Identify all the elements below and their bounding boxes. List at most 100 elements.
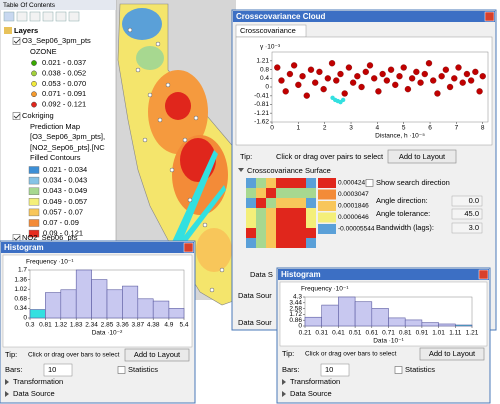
bar[interactable] [371, 308, 389, 327]
surface-cell [246, 218, 256, 228]
surface-cell [306, 228, 316, 238]
bar[interactable] [122, 285, 139, 319]
x-tick-label: 5 [402, 125, 406, 132]
y-tick-label: 0.86 [289, 317, 302, 324]
surface-cell [306, 218, 316, 228]
field-label: Angle tolerance: [376, 209, 430, 218]
surface-cell [306, 238, 316, 248]
y-tick-label: 0 [23, 315, 27, 322]
bar[interactable] [421, 322, 439, 327]
field-input[interactable] [451, 195, 483, 207]
legend-symbol [31, 60, 37, 66]
surface-cell [286, 238, 296, 248]
bar[interactable] [137, 298, 154, 319]
bar[interactable] [321, 304, 339, 327]
toc-tool[interactable] [16, 11, 28, 22]
toc-tool[interactable] [55, 11, 67, 22]
surface-cell [276, 198, 286, 208]
y-tick-label: -0.81 [254, 101, 269, 108]
surface-legend-swatch [318, 178, 336, 188]
bar[interactable] [438, 323, 456, 327]
point [467, 77, 475, 84]
button[interactable] [387, 149, 457, 164]
legend-label: 0.057 - 0.07 [43, 207, 83, 216]
bar[interactable] [106, 289, 123, 319]
surface-cell [256, 238, 266, 248]
bar[interactable] [45, 292, 62, 319]
contour-blob [122, 8, 162, 40]
point [392, 81, 399, 88]
x-tick-label: 1.32 [54, 322, 67, 329]
expander[interactable] [282, 391, 286, 397]
bar[interactable] [354, 301, 373, 327]
surface-cell [296, 188, 306, 198]
checkbox-label: Statistics [128, 365, 158, 374]
checkbox[interactable] [365, 179, 374, 187]
field-value: 3.0 [469, 223, 479, 232]
toc-tool[interactable] [29, 11, 41, 22]
point [371, 75, 378, 82]
bar[interactable] [60, 289, 77, 319]
x-tick-label: 1.11 [449, 330, 462, 337]
expander[interactable] [5, 379, 9, 385]
surface-cell [306, 198, 316, 208]
bar[interactable] [91, 279, 108, 319]
button[interactable] [124, 348, 190, 362]
point [349, 79, 357, 86]
point [425, 60, 433, 67]
toc-tool[interactable] [68, 11, 80, 22]
surface-cell [276, 208, 286, 218]
bar[interactable] [75, 269, 92, 319]
x-tick-label: 6 [428, 125, 432, 132]
field-input[interactable] [451, 222, 483, 234]
field-input[interactable] [451, 208, 483, 220]
field-value: 0.0 [469, 196, 479, 205]
spin-input[interactable] [320, 363, 350, 377]
close-button[interactable] [183, 242, 194, 253]
bar[interactable] [404, 319, 423, 327]
point [312, 79, 319, 86]
tab-label: Crosscovariance [240, 26, 296, 35]
x-tick-label: 3.36 [116, 322, 129, 329]
x-tick-label: 0.71 [382, 330, 395, 337]
button[interactable] [419, 347, 485, 361]
expander[interactable] [238, 168, 244, 172]
bar[interactable] [168, 308, 185, 319]
spin-input[interactable] [43, 363, 73, 377]
y-tick-label: 1.7 [18, 267, 27, 274]
bar[interactable] [152, 300, 170, 319]
bar[interactable] [454, 324, 473, 327]
expander[interactable] [282, 379, 286, 385]
surface-cell [246, 208, 256, 218]
bar[interactable] [29, 309, 46, 319]
point [278, 77, 285, 84]
toc-tool[interactable] [3, 11, 15, 22]
checkbox[interactable] [117, 366, 126, 374]
expander[interactable] [5, 391, 9, 397]
checkbox[interactable] [394, 366, 403, 374]
legend-label: 0.049 - 0.057 [43, 197, 87, 206]
toc-field: Prediction Map [30, 122, 80, 131]
toc-tool[interactable] [42, 11, 54, 22]
checkbox[interactable] [12, 37, 21, 45]
checkbox[interactable] [12, 112, 21, 120]
legend-swatch [28, 187, 40, 195]
surface-cell [296, 208, 306, 218]
plot-area [271, 51, 489, 123]
close-button[interactable] [478, 269, 489, 280]
surface-cell [276, 178, 286, 188]
tip-text: Click or drag over pairs to select [276, 152, 384, 161]
point [413, 68, 420, 76]
bar[interactable] [304, 316, 323, 327]
point [316, 68, 323, 76]
surface-cell [246, 238, 256, 248]
surface-cell [276, 238, 286, 248]
x-tick-label: 0.31 [315, 330, 328, 337]
x-axis-label: Distance, h ·10⁻⁵ [375, 133, 425, 140]
histogram-window-title: Histogram [281, 270, 321, 279]
bar[interactable] [388, 317, 406, 327]
x-tick-label: 1 [297, 125, 301, 132]
surface-cell [266, 218, 276, 228]
bar[interactable] [338, 296, 356, 327]
close-button[interactable] [484, 11, 495, 22]
